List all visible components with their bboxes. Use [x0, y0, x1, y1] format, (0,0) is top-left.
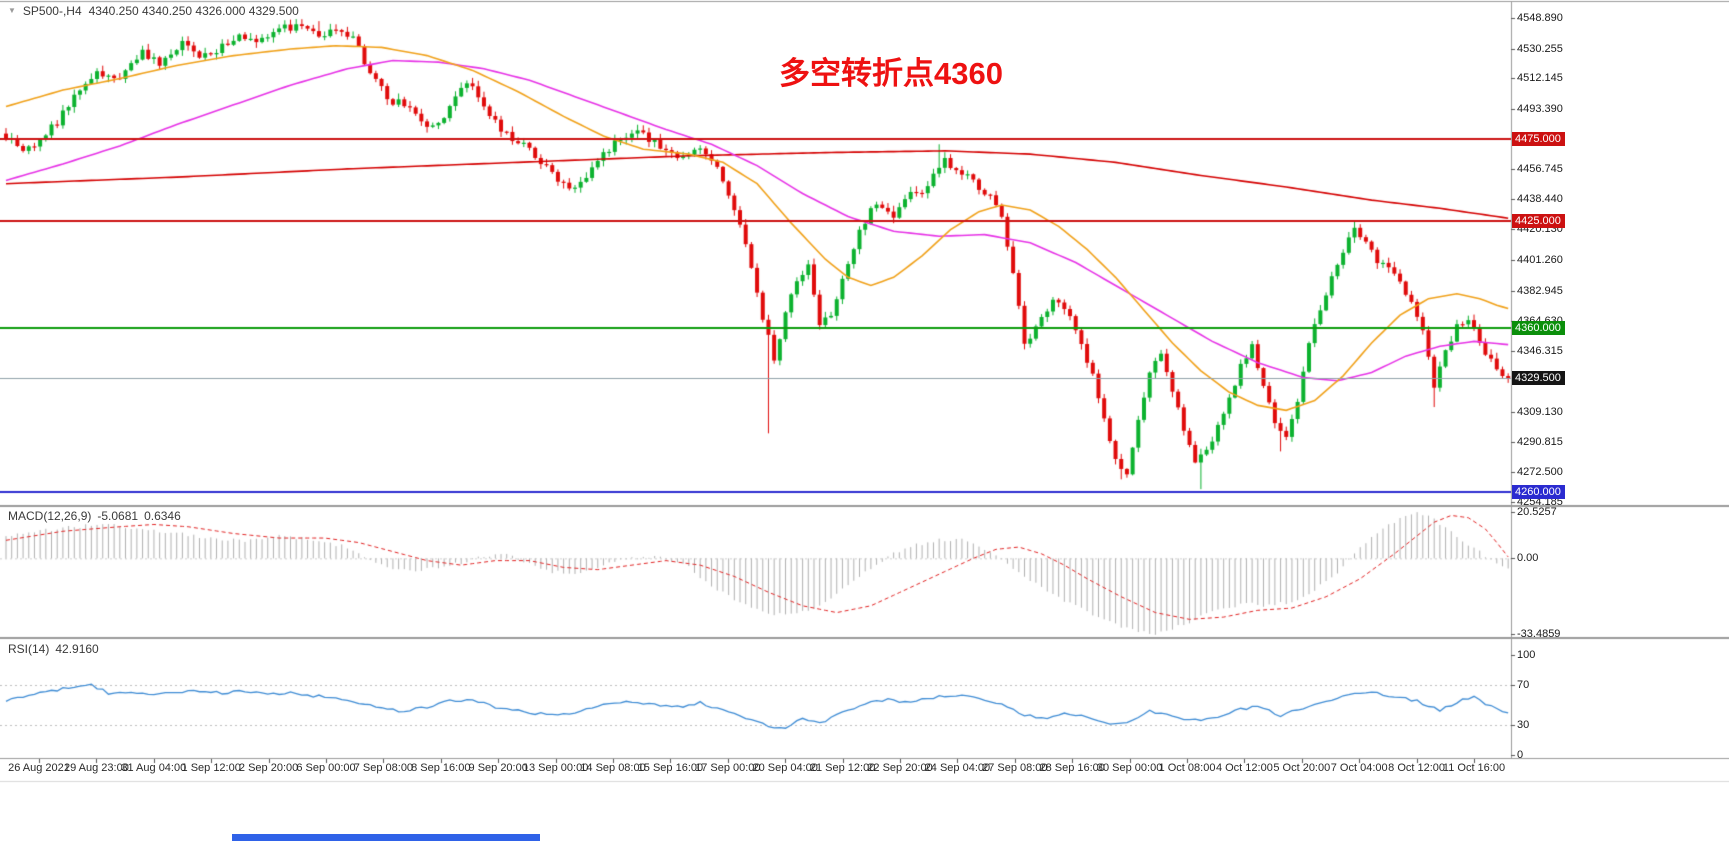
- time-axis-label: 29 Aug 23:00: [63, 762, 129, 774]
- price-axis-label: 4456.745: [1517, 163, 1563, 176]
- price-axis-label: 4438.440: [1517, 193, 1563, 206]
- macd-main-value: -5.0681: [97, 509, 139, 523]
- price-level-tag[interactable]: 4425.000: [1512, 214, 1565, 229]
- time-axis-label: 22 Sep 20:00: [867, 762, 933, 774]
- time-axis-label: 30 Sep 00:00: [1096, 762, 1163, 774]
- price-axis-label: 4346.315: [1517, 344, 1563, 357]
- macd-signal-value: 0.6346: [144, 509, 181, 523]
- macd-axis-label: 0.00: [1517, 552, 1539, 565]
- price-axis-label: 4493.390: [1517, 103, 1563, 116]
- time-axis-label: 21 Sep 12:00: [809, 762, 876, 774]
- price-axis-label: 4512.145: [1517, 72, 1563, 85]
- price-axis-label: 4290.815: [1517, 435, 1563, 448]
- time-axis-label: 27 Sep 08:00: [982, 762, 1048, 774]
- price-level-tag[interactable]: 4260.000: [1512, 485, 1565, 500]
- rsi-axis-label: 70: [1517, 679, 1530, 691]
- time-axis-label: 17 Sep 00:00: [695, 762, 761, 774]
- price-axis-label: 4272.500: [1517, 465, 1563, 478]
- time-axis-label: 31 Aug 04:00: [121, 762, 187, 774]
- price-level-tag[interactable]: 4360.000: [1512, 321, 1565, 336]
- macd-title: MACD(12,26,9): [8, 509, 92, 523]
- symbol-name: SP500-,H4: [22, 4, 82, 18]
- price-axis-label: 4309.130: [1517, 405, 1563, 418]
- price-axis-label: 4382.945: [1517, 284, 1563, 297]
- time-axis-label: 4 Oct 12:00: [1215, 762, 1273, 774]
- time-axis-label: 11 Oct 16:00: [1442, 762, 1506, 774]
- rsi-indicator-label: RSI(14) 42.9160: [8, 642, 99, 656]
- macd-axis-label: 20.5257: [1517, 506, 1557, 518]
- time-axis-label: 6 Sep 00:00: [296, 762, 356, 774]
- time-axis-label: 20 Sep 04:00: [752, 762, 818, 774]
- rsi-axis-label: 0: [1517, 749, 1524, 761]
- time-axis-label: 8 Sep 16:00: [411, 762, 471, 774]
- time-axis-label: 1 Sep 12:00: [181, 762, 241, 774]
- macd-indicator-label: MACD(12,26,9) -5.0681 0.6346: [8, 509, 181, 523]
- time-axis-label: 15 Sep 16:00: [637, 762, 704, 774]
- annotation-text: 多空转折点4360: [779, 56, 1003, 91]
- rsi-axis-label: 30: [1517, 719, 1530, 731]
- price-level-tag[interactable]: 4329.500: [1512, 371, 1565, 386]
- rsi-value: 42.9160: [55, 642, 99, 656]
- price-level-tag[interactable]: 4475.000: [1512, 132, 1565, 147]
- time-axis-label: 7 Oct 04:00: [1330, 762, 1388, 774]
- time-axis-label: 5 Oct 20:00: [1273, 762, 1331, 774]
- time-axis-label: 13 Sep 00:00: [522, 762, 589, 774]
- time-axis-label: 9 Sep 20:00: [468, 762, 528, 774]
- symbol-header: ▼ SP500-,H4 4340.250 4340.250 4326.000 4…: [8, 4, 299, 18]
- rsi-title: RSI(14): [8, 642, 50, 656]
- price-axis-label: 4548.890: [1517, 12, 1563, 24]
- symbol-ohlc-values: 4340.250 4340.250 4326.000 4329.500: [88, 4, 299, 18]
- time-axis-label: 8 Oct 12:00: [1388, 762, 1446, 774]
- price-axis-label: 4530.255: [1517, 42, 1563, 55]
- time-axis-label: 1 Oct 08:00: [1158, 762, 1216, 774]
- rsi-axis-label: 100: [1517, 649, 1536, 661]
- time-axis-label: 7 Sep 08:00: [353, 762, 414, 774]
- time-axis-label: 24 Sep 04:00: [924, 762, 991, 774]
- bottom-blue-bar: [232, 834, 540, 841]
- macd-axis-label: -33.4859: [1517, 628, 1561, 640]
- time-axis-label: 28 Sep 16:00: [1039, 762, 1105, 774]
- price-axis-label: 4401.260: [1517, 254, 1563, 267]
- symbol-triangle-icon: ▼: [8, 6, 16, 15]
- time-axis-label: 14 Sep 08:00: [580, 762, 646, 774]
- time-axis-label: 2 Sep 20:00: [238, 762, 299, 774]
- time-axis-label: 26 Aug 2021: [8, 762, 70, 774]
